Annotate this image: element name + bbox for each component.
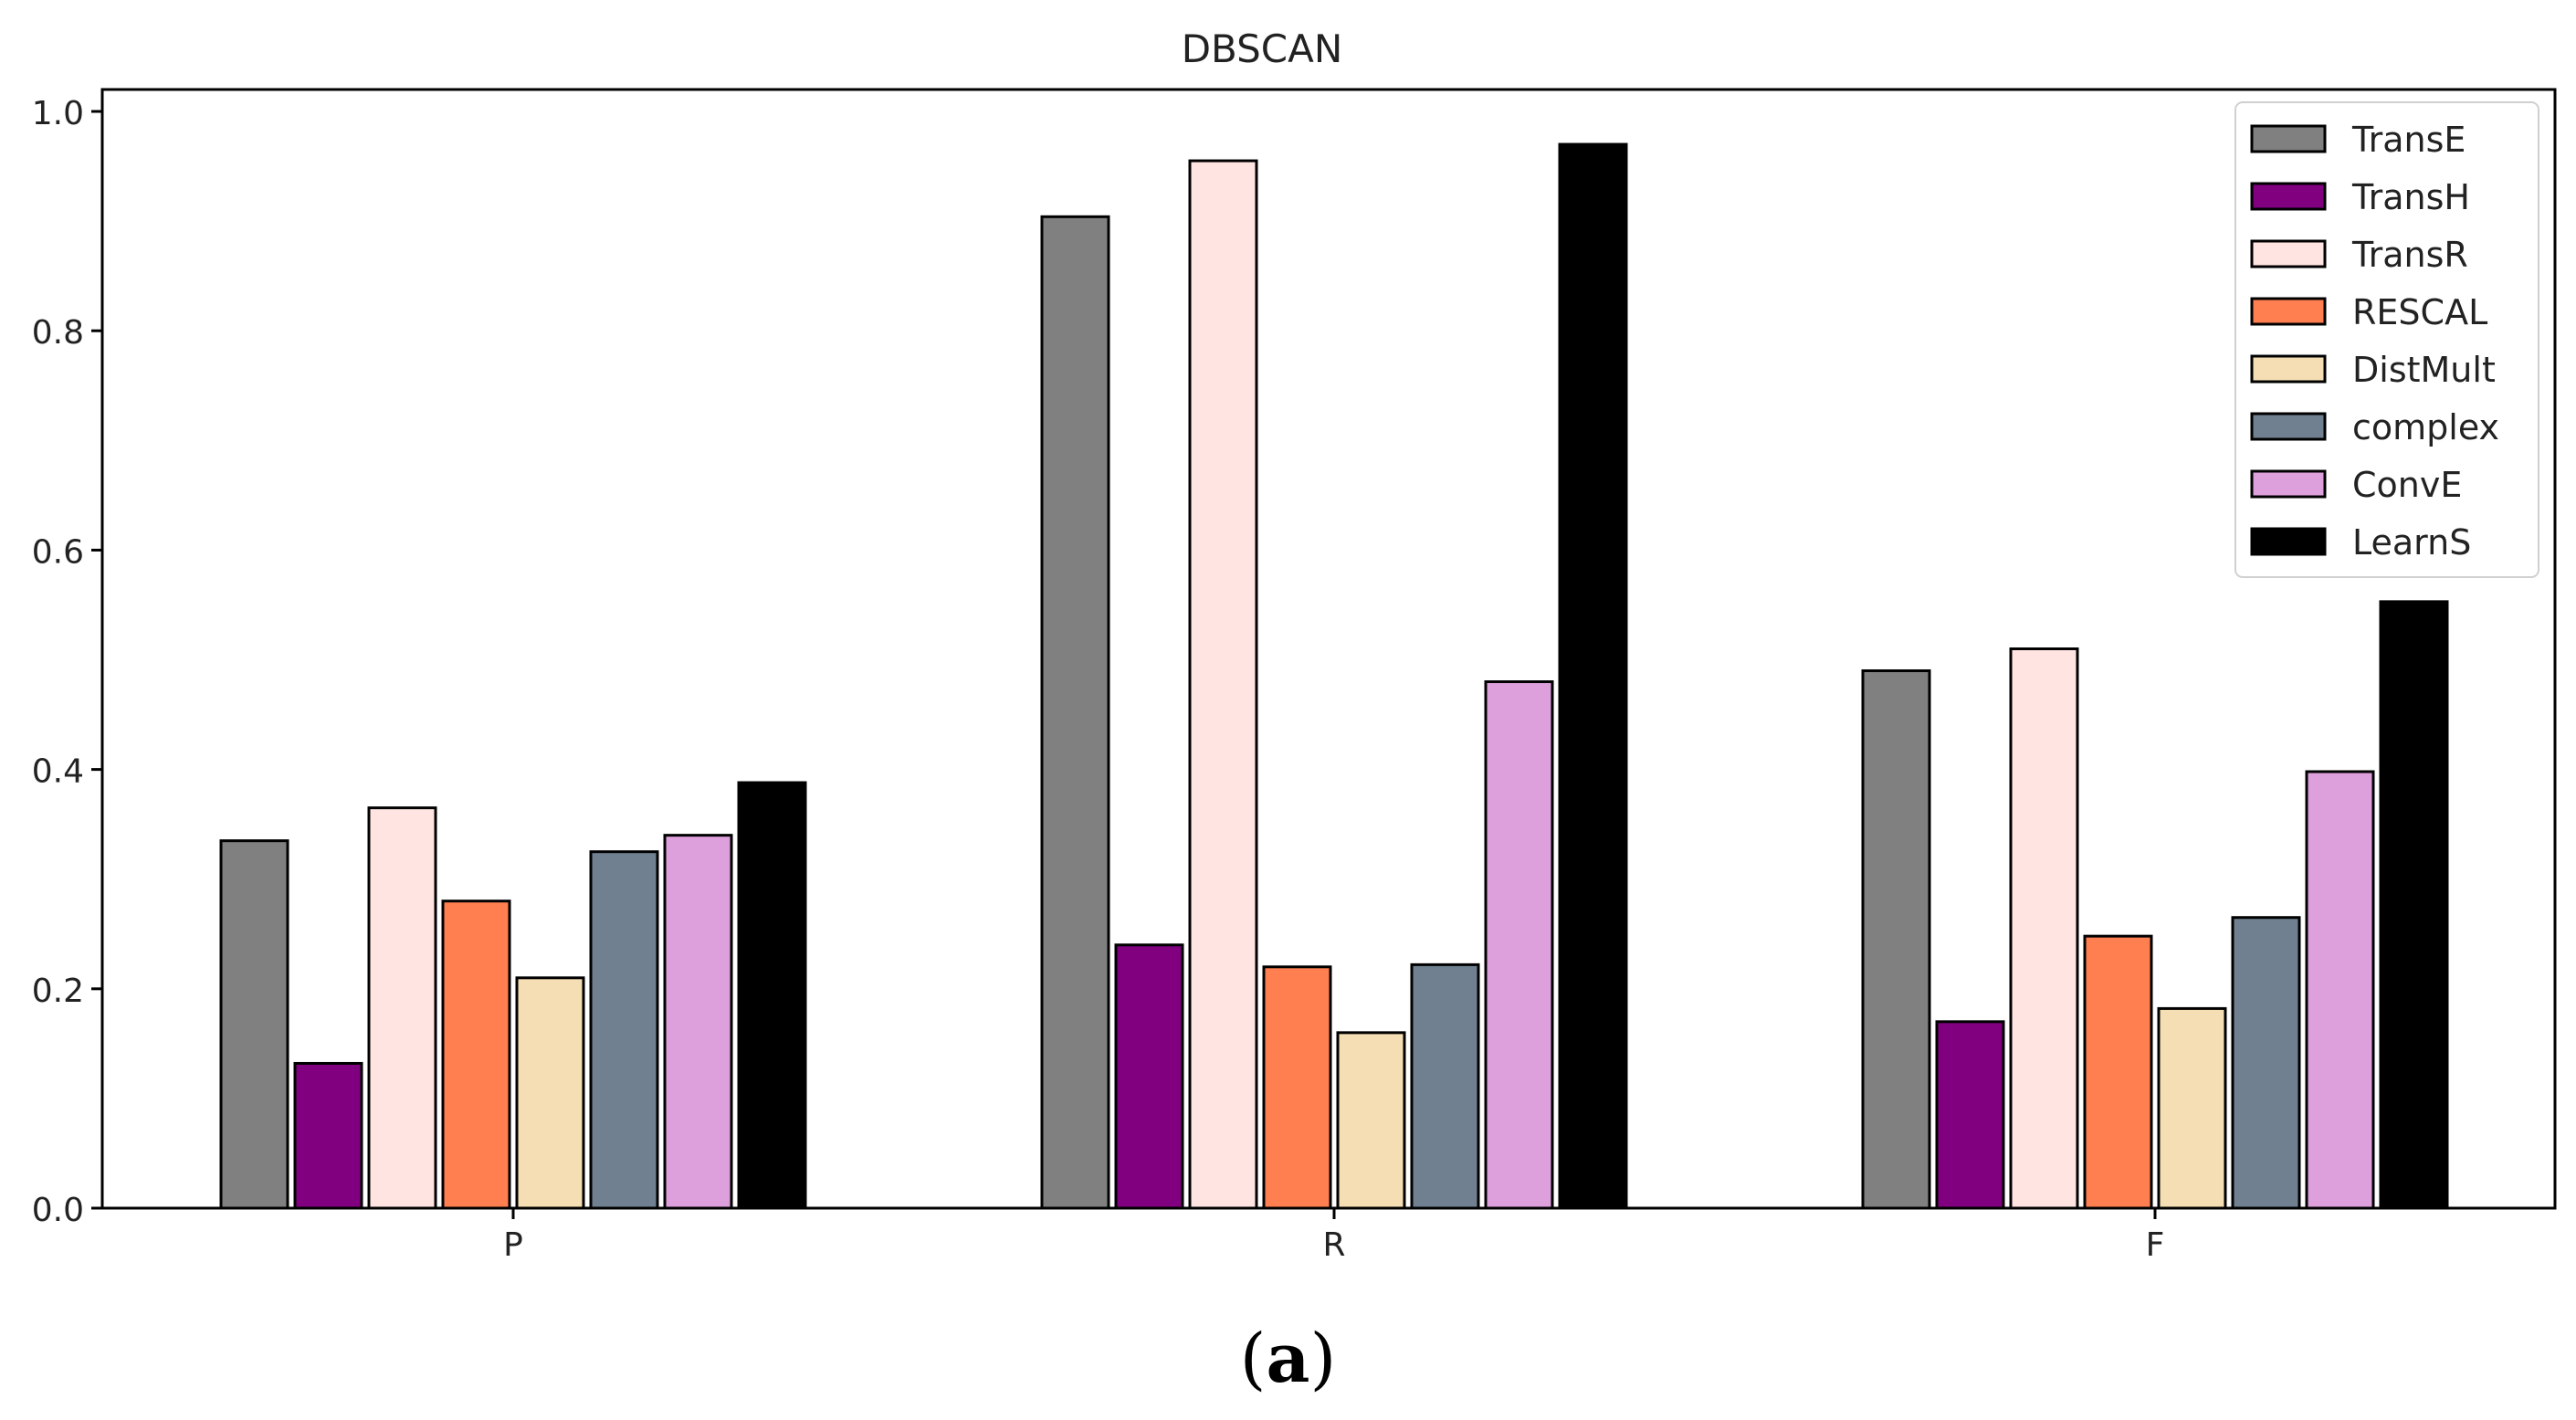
- legend-label-transe: TransE: [2351, 120, 2466, 160]
- bar-transr-f: [2009, 647, 2079, 1210]
- legend-swatch-learns: [2250, 527, 2327, 556]
- bar-conve-f: [2305, 770, 2375, 1210]
- legend-label-transh: TransH: [2351, 177, 2470, 217]
- plot-frame: [100, 88, 2557, 1210]
- bar-transh-p: [293, 1061, 363, 1210]
- bar-transe-p: [219, 839, 289, 1210]
- y-tick-label: 0.2: [32, 973, 84, 1010]
- legend-swatch-transr: [2250, 239, 2327, 268]
- y-tick-label: 0.0: [32, 1192, 84, 1229]
- x-tick-label-p: P: [503, 1226, 523, 1264]
- bar-distmult-r: [1336, 1031, 1406, 1210]
- bar-complex-r: [1410, 962, 1480, 1210]
- bar-distmult-f: [2157, 1006, 2227, 1210]
- legend-label-rescal: RESCAL: [2352, 292, 2487, 332]
- bar-rescal-p: [441, 899, 511, 1210]
- caption-letter: a: [1266, 1320, 1310, 1398]
- legend-label-complex: complex: [2352, 407, 2499, 447]
- legend-swatch-conve: [2250, 469, 2327, 499]
- bar-transh-f: [1935, 1020, 2005, 1210]
- y-tick-label: 0.6: [32, 533, 84, 571]
- bar-learns-r: [1558, 142, 1628, 1210]
- figure-caption: (a): [1239, 1320, 1337, 1398]
- legend-label-distmult: DistMult: [2352, 350, 2496, 390]
- bars-group: [219, 142, 2449, 1210]
- bar-transe-r: [1040, 215, 1110, 1210]
- y-axis: 0.0 0.2 0.4 0.6 0.8 1.0: [32, 95, 102, 1229]
- legend-label-learns: LearnS: [2352, 522, 2471, 563]
- bar-rescal-f: [2083, 934, 2153, 1210]
- legend-swatch-transh: [2250, 182, 2327, 211]
- legend-label-transr: TransR: [2351, 235, 2468, 275]
- bar-distmult-p: [515, 976, 585, 1210]
- legend-swatch-transe: [2250, 124, 2327, 153]
- legend-swatch-rescal: [2250, 297, 2327, 326]
- bar-learns-p: [737, 781, 807, 1210]
- bar-transr-r: [1188, 159, 1258, 1210]
- bar-complex-f: [2231, 916, 2301, 1210]
- y-tick-label: 0.8: [32, 314, 84, 352]
- x-tick-label-r: R: [1322, 1226, 1345, 1264]
- bar-conve-r: [1484, 680, 1554, 1210]
- chart-title: DBSCAN: [1182, 26, 1343, 71]
- bar-transh-r: [1114, 943, 1184, 1210]
- bar-transr-p: [367, 806, 437, 1210]
- bar-transe-f: [1861, 669, 1931, 1210]
- legend-swatch-distmult: [2250, 354, 2327, 384]
- y-tick-label: 1.0: [32, 95, 84, 132]
- legend-box: [2234, 101, 2539, 578]
- legend-label-conve: ConvE: [2352, 465, 2462, 505]
- y-tick-label: 0.4: [32, 753, 84, 791]
- bar-conve-p: [663, 834, 733, 1210]
- legend: TransE TransH TransR RESCAL DistMult complex C…: [2234, 101, 2539, 578]
- bar-rescal-r: [1262, 965, 1332, 1210]
- bar-learns-f: [2379, 600, 2449, 1210]
- x-tick-label-f: F: [2146, 1226, 2165, 1264]
- bar-complex-p: [589, 850, 659, 1210]
- legend-swatch-complex: [2250, 412, 2327, 441]
